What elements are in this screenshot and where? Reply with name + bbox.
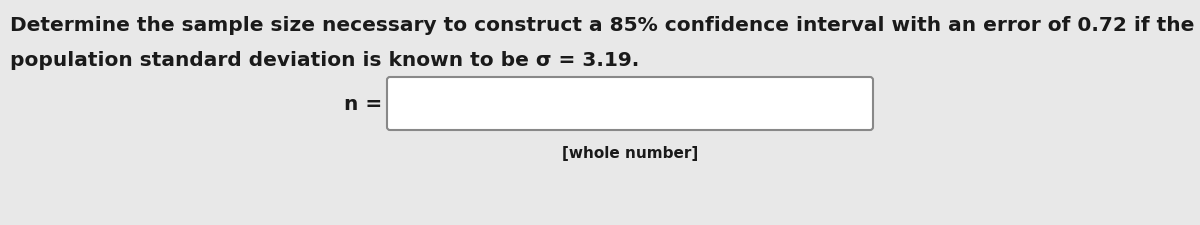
- Text: [whole number]: [whole number]: [562, 145, 698, 160]
- FancyBboxPatch shape: [386, 78, 874, 130]
- Text: n =: n =: [343, 94, 382, 113]
- Text: population standard deviation is known to be σ = 3.19.: population standard deviation is known t…: [10, 51, 640, 70]
- Text: Determine the sample size necessary to construct a 85% confidence interval with : Determine the sample size necessary to c…: [10, 16, 1194, 35]
